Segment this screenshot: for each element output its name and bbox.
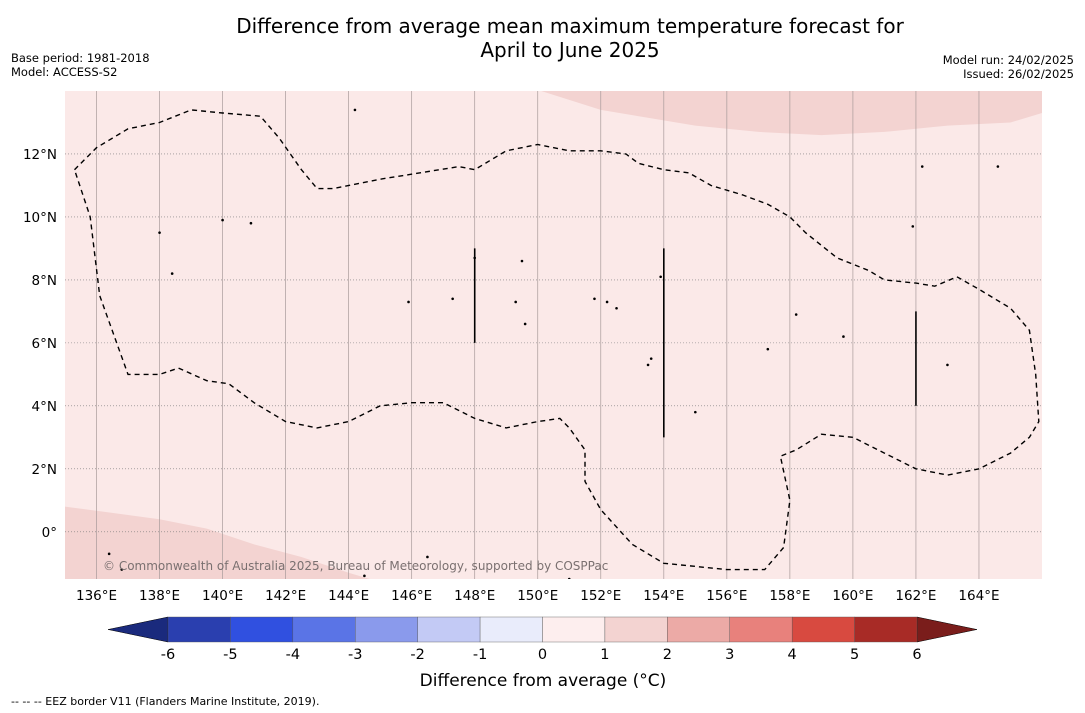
model-info: Base period: 1981-2018 Model: ACCESS-S2 xyxy=(11,51,150,79)
longitude-tick-label: 162°E xyxy=(895,588,936,604)
colorbar-tick-label: -3 xyxy=(348,647,362,663)
longitude-tick-label: 154°E xyxy=(643,588,684,604)
issued-text: Issued: 26/02/2025 xyxy=(963,67,1074,81)
colorbar-tick-label: 6 xyxy=(912,647,921,663)
eez-legend-note: -- -- -- EEZ border V11 (Flanders Marine… xyxy=(11,695,320,708)
island xyxy=(520,259,524,263)
colorbar-segment xyxy=(854,616,918,643)
warm-anomaly-region-north xyxy=(541,91,1042,136)
island xyxy=(794,313,798,316)
island xyxy=(353,108,357,112)
longitude-tick-label: 140°E xyxy=(202,588,243,604)
run-info: Model run: 24/02/2025 Issued: 26/02/2025 xyxy=(943,53,1074,81)
latitude-tick-label: 0° xyxy=(42,525,57,541)
island xyxy=(249,221,253,225)
base-period-text: Base period: 1981-2018 xyxy=(11,51,150,65)
island xyxy=(363,574,366,578)
colorbar-title: Difference from average (°C) xyxy=(420,671,667,691)
longitude-tick-label: 138°E xyxy=(139,588,180,604)
colorbar-tick-label: 2 xyxy=(663,647,672,663)
colorbar: -6 -5 -4 -3 -2 -1 0 1 2 3 4 5 6 Difference from avera… xyxy=(107,616,978,691)
colorbar-segment xyxy=(292,616,356,643)
latitude-tick-label: 2°N xyxy=(32,462,57,478)
island xyxy=(593,297,596,301)
page-title: Difference from average mean maximum tem… xyxy=(160,14,980,62)
island xyxy=(842,335,845,338)
island xyxy=(659,275,662,279)
warm-anomaly-region-south xyxy=(65,506,370,579)
colorbar-segment xyxy=(479,616,543,643)
longitude-tick-label: 148°E xyxy=(454,588,495,604)
colorbar-segment xyxy=(230,616,294,643)
colorbar-tick-label: 0 xyxy=(538,647,547,663)
colorbar-tick-label: 1 xyxy=(600,647,609,663)
island xyxy=(920,165,924,168)
island xyxy=(646,363,650,367)
colorbar-tick-label: -4 xyxy=(286,647,300,663)
island xyxy=(649,357,653,360)
copyright-text: © Commonwealth of Australia 2025, Bureau… xyxy=(103,559,608,573)
island xyxy=(605,300,609,304)
longitude-tick-label: 146°E xyxy=(391,588,432,604)
latitude-tick-label: 4°N xyxy=(32,399,57,415)
colorbar-low-extend xyxy=(107,616,169,643)
island xyxy=(158,231,161,234)
island xyxy=(911,225,915,228)
eez-border xyxy=(73,109,1040,571)
colorbar-high-extend xyxy=(916,616,978,643)
model-run-text: Model run: 24/02/2025 xyxy=(942,53,1074,67)
island xyxy=(766,347,770,351)
island xyxy=(946,363,949,367)
island xyxy=(170,272,174,275)
colorbar-segment xyxy=(542,616,606,643)
colorbar-segment xyxy=(604,616,668,643)
colorbar-segment xyxy=(791,616,855,643)
island xyxy=(694,410,697,414)
colorbar-segment xyxy=(729,616,793,643)
longitude-tick-label: 144°E xyxy=(328,588,369,604)
colorbar-tick-label: -5 xyxy=(223,647,237,663)
colorbar-tick-label: 4 xyxy=(788,647,797,663)
colorbar-tick-label: -1 xyxy=(473,647,487,663)
island xyxy=(473,256,477,260)
colorbar-segment xyxy=(667,616,730,643)
colorbar-segment xyxy=(417,616,481,643)
island xyxy=(523,322,527,326)
latitude-tick-label: 8°N xyxy=(32,273,57,289)
island xyxy=(996,165,1000,168)
island xyxy=(221,218,224,222)
longitude-tick-label: 156°E xyxy=(706,588,747,604)
latitude-tick-label: 10°N xyxy=(23,210,57,226)
island xyxy=(451,297,454,301)
island xyxy=(120,568,124,571)
longitude-tick-label: 150°E xyxy=(517,588,558,604)
latitude-tick-label: 12°N xyxy=(23,147,57,163)
island xyxy=(514,300,517,304)
longitude-tick-label: 164°E xyxy=(958,588,999,604)
colorbar-segment xyxy=(167,616,231,643)
colorbar-tick-label: 5 xyxy=(850,647,859,663)
longitude-tick-label: 136°E xyxy=(76,588,117,604)
latitude-tick-label: 6°N xyxy=(32,336,57,352)
island xyxy=(107,552,111,556)
longitude-tick-label: 158°E xyxy=(769,588,810,604)
island xyxy=(567,577,571,579)
title-line-1: Difference from average mean maximum tem… xyxy=(236,14,904,38)
colorbar-tick-label: -2 xyxy=(410,647,424,663)
longitude-tick-label: 152°E xyxy=(580,588,621,604)
island xyxy=(407,300,410,304)
colorbar-tick-label: 3 xyxy=(725,647,734,663)
island xyxy=(615,306,618,310)
colorbar-tick-label: -6 xyxy=(161,647,175,663)
longitude-tick-label: 160°E xyxy=(832,588,873,604)
colorbar-segment xyxy=(355,616,418,643)
map-background xyxy=(65,91,1042,579)
model-text: Model: ACCESS-S2 xyxy=(11,65,118,79)
title-line-2: April to June 2025 xyxy=(480,38,660,62)
island xyxy=(426,555,429,559)
longitude-tick-label: 142°E xyxy=(265,588,306,604)
